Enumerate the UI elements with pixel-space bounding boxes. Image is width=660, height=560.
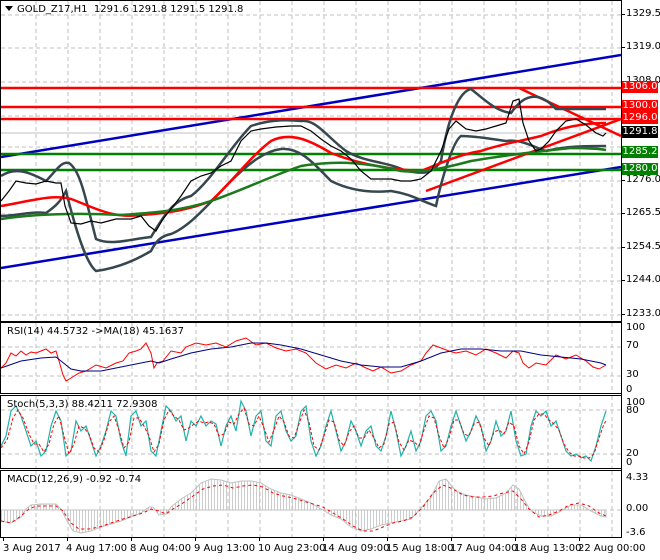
price-label: 1329.5 bbox=[626, 8, 660, 19]
rsi-level: 100 bbox=[626, 322, 646, 333]
time-label: 4 Aug 17:00 bbox=[66, 543, 128, 554]
ma-green bbox=[1, 146, 607, 221]
time-label: 9 Aug 13:00 bbox=[194, 543, 256, 554]
triangle-lower-trendline[interactable] bbox=[425, 117, 621, 193]
time-label: 18 Aug 13:00 bbox=[514, 543, 582, 554]
price-tag-1280: 1280.0 bbox=[622, 163, 658, 175]
triangle-down-icon[interactable] bbox=[5, 6, 13, 11]
rsi-line bbox=[1, 337, 607, 382]
time-label: 15 Aug 18:00 bbox=[386, 543, 454, 554]
price-chart-pane[interactable]: GOLD_Z17,H1 1291.6 1291.8 1291.5 1291.8 bbox=[0, 0, 622, 322]
current-price-tag: 1291.8 bbox=[622, 126, 658, 138]
time-label: 22 Aug 00:00 bbox=[578, 543, 646, 554]
rsi-pane[interactable]: RSI(14) 44.5732 ->MA(18) 45.1637 bbox=[0, 322, 622, 394]
price-chart-canvas bbox=[1, 1, 621, 321]
stoch-canvas bbox=[1, 396, 621, 468]
time-label: 8 Aug 04:00 bbox=[130, 543, 192, 554]
macd-canvas bbox=[1, 471, 621, 537]
stoch-level: 80 bbox=[626, 405, 639, 416]
price-label: 1244.0 bbox=[626, 274, 660, 285]
time-label: 10 Aug 23:00 bbox=[258, 543, 326, 554]
price-tag-1285: 1285.2 bbox=[622, 146, 658, 158]
stoch-level: 20 bbox=[626, 448, 639, 459]
macd-title: MACD(12,26,9) -0.92 -0.74 bbox=[7, 474, 142, 485]
stoch-signal-line bbox=[1, 406, 607, 459]
macd-signal-line bbox=[1, 484, 607, 532]
macd-level: 4.33 bbox=[626, 472, 649, 483]
macd-pane[interactable]: MACD(12,26,9) -0.92 -0.74 bbox=[0, 470, 622, 538]
price-label: 1319.0 bbox=[626, 41, 660, 52]
rsi-level: 30 bbox=[626, 369, 639, 380]
time-label: 14 Aug 09:00 bbox=[322, 543, 390, 554]
bollinger-bands bbox=[1, 87, 607, 273]
grid bbox=[1, 323, 621, 393]
price-label: 1254.5 bbox=[626, 241, 660, 252]
macd-level: 0.00 bbox=[626, 503, 649, 514]
ma-slow-red bbox=[1, 121, 607, 217]
price-tag-1300: 1300.0 bbox=[622, 100, 658, 112]
price-tag-1296: 1296.0 bbox=[622, 112, 658, 124]
price-tag-1306: 1306.0 bbox=[622, 81, 658, 93]
channel-lower-line[interactable] bbox=[1, 165, 621, 270]
triangle-upper-trendline[interactable] bbox=[518, 86, 621, 138]
price-label: 1233.0 bbox=[626, 308, 660, 319]
ohlc-values: 1291.6 1291.8 1291.5 1291.8 bbox=[93, 4, 244, 15]
rsi-canvas bbox=[1, 323, 621, 393]
rsi-level: 0 bbox=[626, 384, 633, 395]
rsi-ma-line bbox=[1, 342, 607, 372]
axis-border bbox=[621, 0, 622, 538]
stoch-level: 0 bbox=[626, 457, 633, 468]
macd-level: -3.6 bbox=[626, 527, 646, 538]
price-label: 1276.0 bbox=[626, 174, 660, 185]
stochastic-pane[interactable]: Stoch(5,3,3) 88.4211 72.9308 bbox=[0, 395, 622, 469]
grid bbox=[1, 1, 621, 321]
time-label: 17 Aug 04:00 bbox=[450, 543, 518, 554]
time-label: 3 Aug 2017 bbox=[3, 543, 61, 554]
stoch-level: 100 bbox=[626, 397, 646, 408]
price-label: 1308.0 bbox=[626, 75, 660, 86]
rsi-title: RSI(14) 44.5732 ->MA(18) 45.1637 bbox=[7, 326, 184, 337]
price-bars bbox=[1, 98, 607, 232]
rsi-level: 70 bbox=[626, 340, 639, 351]
chart-title: GOLD_Z17,H1 1291.6 1291.8 1291.5 1291.8 bbox=[5, 4, 243, 15]
price-label: 1265.5 bbox=[626, 207, 660, 218]
stoch-title: Stoch(5,3,3) 88.4211 72.9308 bbox=[7, 399, 158, 410]
symbol-label: GOLD_Z17,H1 bbox=[17, 4, 88, 15]
